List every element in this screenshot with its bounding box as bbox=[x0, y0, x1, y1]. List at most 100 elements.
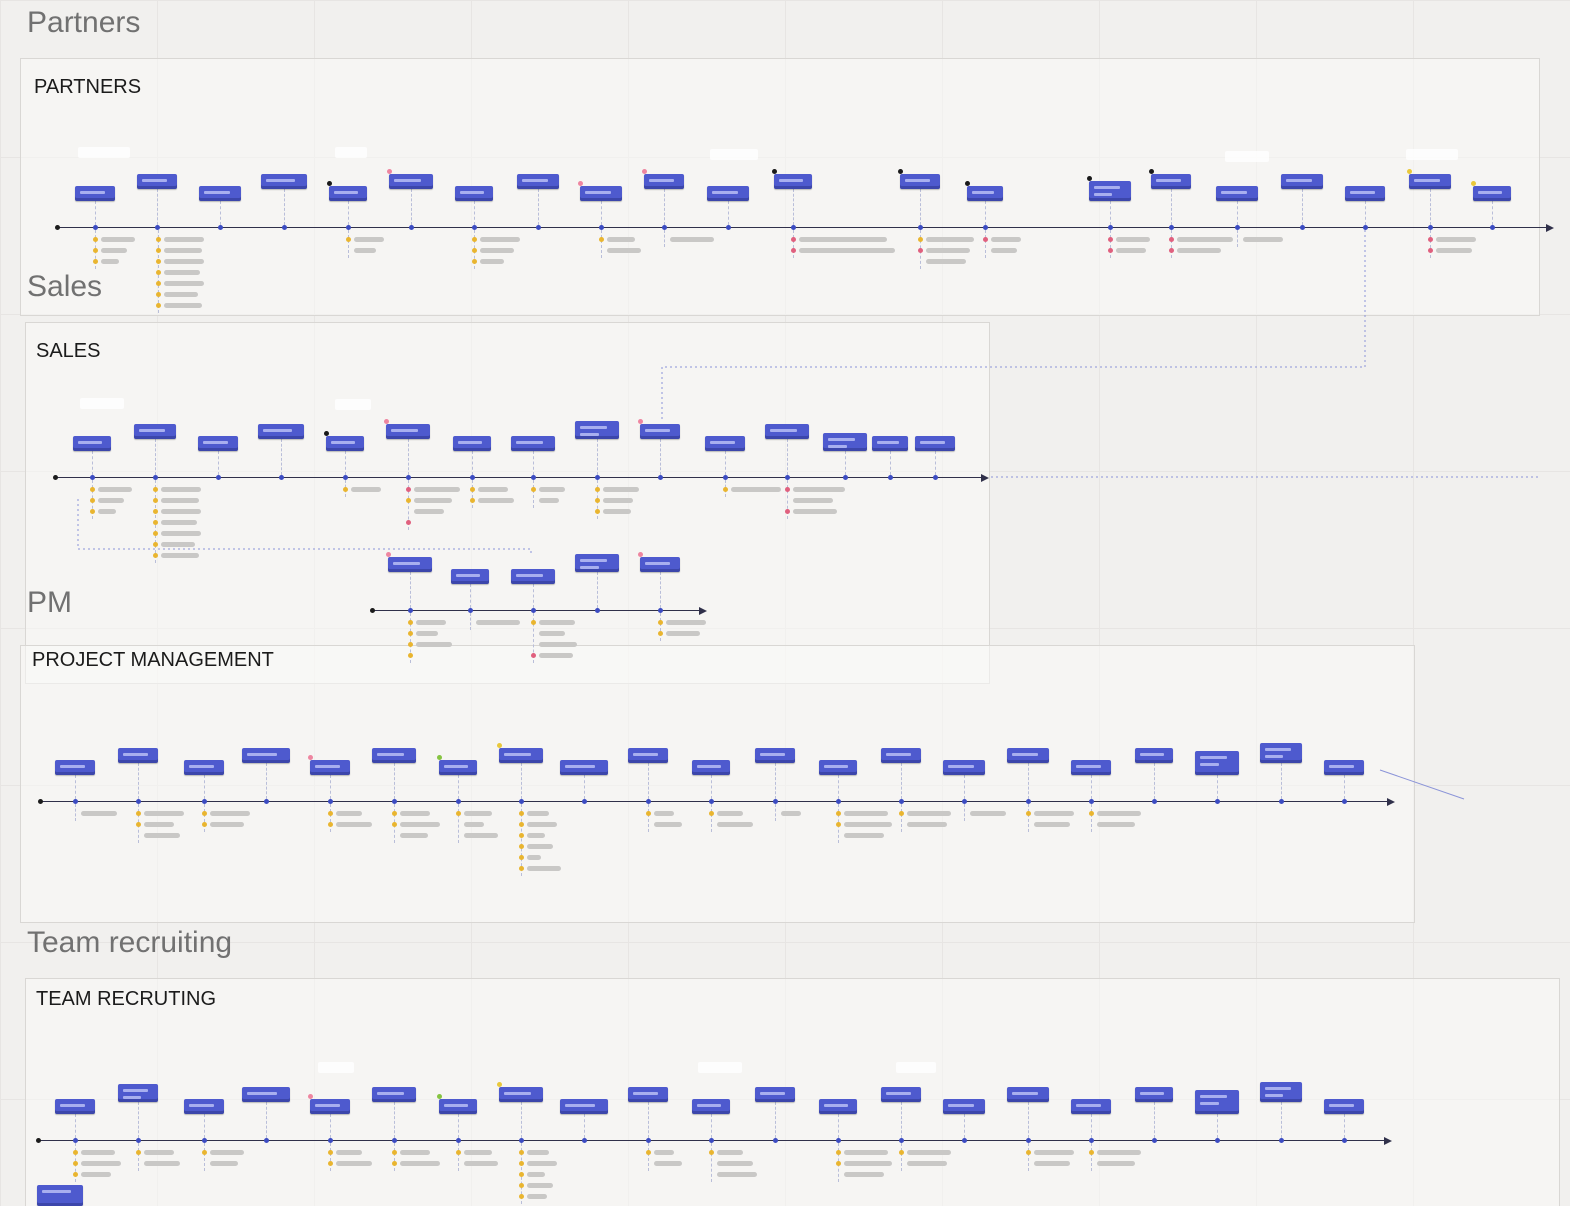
diagram-node[interactable] bbox=[387, 169, 433, 189]
diagram-node[interactable] bbox=[1407, 169, 1451, 189]
diagram-node[interactable] bbox=[915, 436, 955, 451]
diagram-node[interactable] bbox=[628, 748, 668, 763]
diagram-node[interactable] bbox=[575, 421, 619, 439]
diagram-node[interactable] bbox=[55, 1099, 95, 1114]
diagram-node[interactable] bbox=[765, 424, 809, 439]
diagram-node[interactable] bbox=[199, 186, 241, 201]
section-label-pm[interactable]: PM bbox=[27, 586, 72, 619]
diagram-node[interactable] bbox=[823, 433, 867, 451]
diagram-node[interactable] bbox=[184, 760, 224, 775]
diagram-node[interactable] bbox=[1471, 181, 1511, 201]
diagram-node[interactable] bbox=[1216, 186, 1258, 201]
diagram-node[interactable] bbox=[198, 436, 238, 451]
diagram-node[interactable] bbox=[327, 181, 367, 201]
diagram-node[interactable] bbox=[511, 436, 555, 451]
diagram-node[interactable] bbox=[881, 1087, 921, 1102]
diagram-node[interactable] bbox=[692, 760, 730, 775]
diagram-node[interactable] bbox=[575, 554, 619, 572]
frame-title-sales[interactable]: SALES bbox=[36, 340, 101, 362]
diagram-node[interactable] bbox=[1195, 1090, 1239, 1114]
diagram-node[interactable] bbox=[242, 748, 290, 763]
diagram-node[interactable] bbox=[560, 1099, 608, 1114]
frame-title-team[interactable]: TEAM RECRUTING bbox=[36, 988, 216, 1010]
diagram-node[interactable] bbox=[819, 1099, 857, 1114]
diagram-node[interactable] bbox=[455, 186, 493, 201]
diagram-node[interactable] bbox=[1260, 743, 1302, 763]
diagram-node[interactable] bbox=[1071, 760, 1111, 775]
diagram-node[interactable] bbox=[437, 1094, 477, 1114]
diagram-node[interactable] bbox=[184, 1099, 224, 1114]
diagram-node[interactable] bbox=[872, 436, 908, 451]
diagram-node[interactable] bbox=[308, 1094, 350, 1114]
diagram-node[interactable] bbox=[55, 760, 95, 775]
diagram-node[interactable] bbox=[898, 169, 940, 189]
diagram-node[interactable] bbox=[242, 1087, 290, 1102]
diagram-node[interactable] bbox=[965, 181, 1003, 201]
diagram-node[interactable] bbox=[37, 1185, 83, 1206]
diagram-node[interactable] bbox=[497, 743, 543, 763]
diagram-node[interactable] bbox=[1195, 751, 1239, 775]
diagram-node[interactable] bbox=[137, 174, 177, 189]
diagram-node[interactable] bbox=[638, 552, 680, 572]
diagram-node[interactable] bbox=[1345, 186, 1385, 201]
frame-sales[interactable] bbox=[25, 322, 990, 684]
diagram-node[interactable] bbox=[261, 174, 307, 189]
diagram-node[interactable] bbox=[1135, 1087, 1173, 1102]
diagram-node[interactable] bbox=[1149, 169, 1191, 189]
diagram-node[interactable] bbox=[437, 755, 477, 775]
diagram-node[interactable] bbox=[134, 424, 176, 439]
frame-pm[interactable] bbox=[20, 645, 1415, 923]
diagram-node[interactable] bbox=[118, 748, 158, 763]
diagram-node[interactable] bbox=[638, 419, 680, 439]
diagram-node[interactable] bbox=[772, 169, 812, 189]
diagram-node[interactable] bbox=[642, 169, 684, 189]
diagram-node[interactable] bbox=[1281, 174, 1323, 189]
diagram-node[interactable] bbox=[75, 186, 115, 201]
diagram-node[interactable] bbox=[511, 569, 555, 584]
diagram-node[interactable] bbox=[1071, 1099, 1111, 1114]
diagram-node[interactable] bbox=[118, 1084, 158, 1102]
diagram-node[interactable] bbox=[943, 1099, 985, 1114]
diagram-node[interactable] bbox=[755, 748, 795, 763]
diagram-node[interactable] bbox=[372, 748, 416, 763]
section-label-partners[interactable]: Partners bbox=[27, 6, 141, 39]
diagram-node[interactable] bbox=[692, 1099, 730, 1114]
diagram-node[interactable] bbox=[324, 431, 364, 451]
diagram-node[interactable] bbox=[705, 436, 745, 451]
timeline-sales[interactable] bbox=[55, 477, 982, 478]
diagram-node[interactable] bbox=[578, 181, 622, 201]
diagram-node[interactable] bbox=[881, 748, 921, 763]
diagram-node[interactable] bbox=[372, 1087, 416, 1102]
diagram-node[interactable] bbox=[755, 1087, 795, 1102]
diagram-node[interactable] bbox=[384, 419, 430, 439]
diagram-node[interactable] bbox=[308, 755, 350, 775]
diagram-node[interactable] bbox=[453, 436, 491, 451]
timeline-partners[interactable] bbox=[57, 227, 1547, 228]
diagram-node[interactable] bbox=[560, 760, 608, 775]
diagram-node[interactable] bbox=[1260, 1082, 1302, 1102]
diagram-node[interactable] bbox=[1007, 748, 1049, 763]
diagram-node[interactable] bbox=[517, 174, 559, 189]
diagram-node[interactable] bbox=[497, 1082, 543, 1102]
diagram-node[interactable] bbox=[943, 760, 985, 775]
diagram-node[interactable] bbox=[1087, 176, 1131, 201]
section-label-team[interactable]: Team recruiting bbox=[27, 926, 233, 959]
diagram-node[interactable] bbox=[73, 436, 111, 451]
timeline-pm[interactable] bbox=[40, 801, 1388, 802]
diagram-node[interactable] bbox=[258, 424, 304, 439]
diagram-node[interactable] bbox=[1135, 748, 1173, 763]
timeline-tick bbox=[1278, 1137, 1284, 1143]
diagram-node[interactable] bbox=[386, 552, 432, 572]
frame-title-partners[interactable]: PARTNERS bbox=[34, 76, 142, 98]
section-label-sales[interactable]: Sales bbox=[27, 270, 103, 303]
timeline-sales[interactable] bbox=[372, 610, 700, 611]
diagram-node[interactable] bbox=[1324, 1099, 1364, 1114]
diagram-node[interactable] bbox=[628, 1087, 668, 1102]
diagram-node[interactable] bbox=[707, 186, 749, 201]
diagram-node[interactable] bbox=[451, 569, 489, 584]
frame-title-pm[interactable]: PROJECT MANAGEMENT bbox=[32, 649, 274, 671]
diagram-node[interactable] bbox=[1324, 760, 1364, 775]
diagram-node[interactable] bbox=[819, 760, 857, 775]
diagram-node[interactable] bbox=[1007, 1087, 1049, 1102]
